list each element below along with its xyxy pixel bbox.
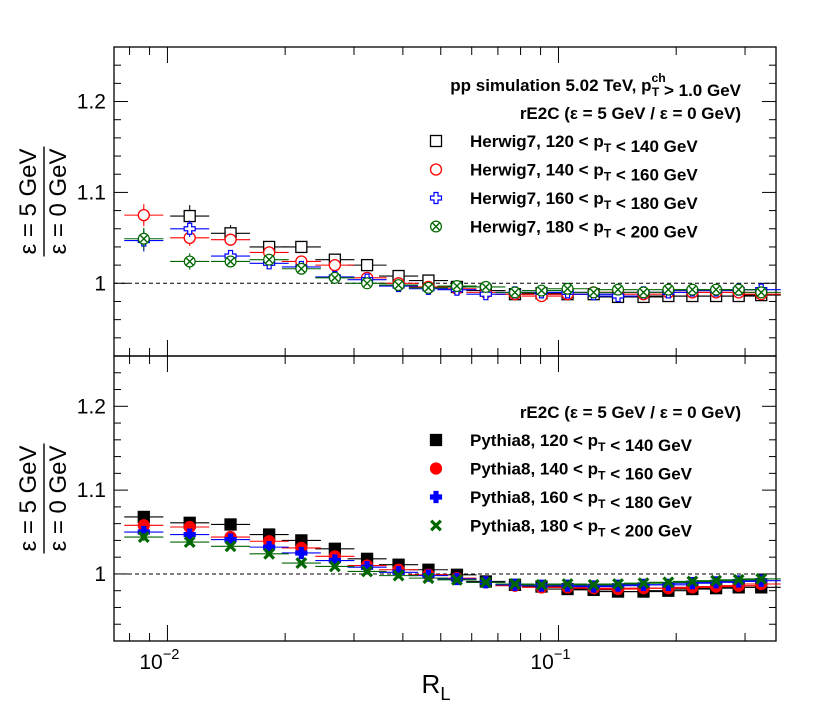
legend-marker	[429, 462, 443, 475]
data-point	[224, 540, 237, 553]
legend-label: Herwig7, 120 < pT < 140 GeV	[470, 132, 698, 156]
data-point	[183, 222, 196, 235]
data-point	[535, 284, 548, 297]
legend-header: pp simulation 5.02 TeV, pch T > 1.0 GeV	[450, 71, 741, 100]
legend-marker	[429, 134, 443, 148]
data-point	[183, 255, 196, 268]
legend-marker	[429, 191, 443, 205]
legend-marker	[429, 163, 443, 176]
y-axis-label: ε = 5 GeV ε = 0 GeV	[15, 443, 72, 554]
data-point	[183, 536, 196, 549]
data-point	[422, 281, 435, 294]
data-point	[637, 577, 650, 590]
data-point	[535, 578, 548, 591]
data-point	[361, 565, 374, 578]
y-tick-label: 1	[94, 563, 106, 586]
panel-bottom: 1 1.1 1.2 ε = 5 GeV ε = 0 GeV rE2C (ε = 5 GeV…	[15, 355, 781, 704]
data-point	[561, 282, 574, 295]
plot-frame	[113, 355, 777, 642]
x-tick-label: 10−1	[530, 647, 570, 674]
data-point	[612, 578, 624, 590]
data-point	[587, 578, 600, 591]
data-point	[450, 280, 463, 293]
data-point	[755, 286, 768, 299]
data-point	[224, 518, 237, 531]
data-point	[479, 576, 492, 589]
panel-top: 1 1.1 1.2 ε = 5 GeV ε = 0 GeV pp simulation 5…	[15, 46, 781, 357]
data-point	[328, 258, 342, 272]
legend-label: Pythia8, 160 < pT < 180 GeV	[470, 488, 693, 512]
legend-label: Herwig7, 140 < pT < 160 GeV	[470, 161, 698, 185]
y-label-denominator: ε = 0 GeV	[45, 445, 72, 551]
legend: rE2C (ε = 5 GeV / ε = 0 GeV) Pythia8, 120…	[429, 403, 741, 541]
x-tick-label: 10−2	[139, 647, 179, 674]
data-point	[710, 574, 723, 587]
data-point	[686, 283, 699, 296]
data-point	[637, 286, 650, 299]
legend: pp simulation 5.02 TeV, pch T > 1.0 GeV rE…	[429, 71, 742, 242]
legend-label: Pythia8, 120 < pT < 140 GeV	[470, 431, 693, 455]
y-tick-label: 1.1	[77, 181, 106, 204]
data-point	[392, 279, 405, 292]
legend-marker	[429, 433, 443, 447]
data-point	[686, 575, 699, 588]
data-point	[263, 253, 276, 266]
data-point	[422, 572, 435, 585]
data-point	[360, 258, 374, 272]
data-point	[662, 576, 675, 589]
data-point	[587, 286, 600, 299]
data-point	[295, 557, 308, 569]
series-4	[124, 227, 781, 299]
y-tick-label: 1.2	[77, 395, 106, 418]
data-point	[137, 232, 150, 245]
data-point	[224, 255, 237, 268]
data-point	[479, 280, 492, 293]
series-4	[124, 531, 781, 591]
y-axis-label: ε = 5 GeV ε = 0 GeV	[15, 146, 72, 257]
y-label-numerator: ε = 5 GeV	[15, 148, 42, 254]
data-point	[328, 271, 341, 284]
legend-marker	[430, 220, 443, 233]
data-point	[732, 573, 745, 586]
data-point	[451, 573, 463, 586]
legend-label: Pythia8, 180 < pT < 200 GeV	[470, 517, 693, 541]
data-point	[755, 573, 768, 585]
data-point	[508, 286, 521, 299]
data-point	[662, 283, 675, 296]
data-point	[732, 283, 745, 296]
data-point	[137, 208, 150, 222]
data-point	[710, 283, 723, 296]
legend-label: Pythia8, 140 < pT < 160 GeV	[470, 460, 693, 484]
y-tick-label: 1	[94, 272, 106, 295]
legend-marker	[430, 519, 442, 532]
legend-marker	[429, 490, 443, 504]
data-point	[263, 547, 276, 560]
data-point	[561, 578, 574, 590]
y-label-numerator: ε = 5 GeV	[15, 445, 42, 551]
data-point	[295, 262, 308, 275]
data-point	[137, 531, 150, 543]
data-point	[392, 569, 405, 582]
data-point	[328, 560, 341, 573]
legend-header: rE2C (ε = 5 GeV / ε = 0 GeV)	[520, 104, 741, 123]
data-point	[361, 277, 374, 290]
y-label-denominator: ε = 0 GeV	[45, 148, 72, 254]
x-axis-title: RL	[422, 669, 451, 704]
data-point	[224, 233, 237, 246]
data-point	[509, 578, 521, 590]
legend-label: Herwig7, 160 < pT < 180 GeV	[470, 189, 698, 213]
data-point	[612, 283, 625, 296]
legend-header: rE2C (ε = 5 GeV / ε = 0 GeV)	[520, 403, 741, 422]
y-tick-label: 1.1	[77, 479, 106, 502]
legend-label: Herwig7, 180 < pT < 200 GeV	[470, 218, 698, 242]
data-point	[183, 209, 196, 223]
data-point	[295, 546, 308, 560]
data-point	[295, 240, 308, 254]
y-tick-label: 1.2	[77, 91, 106, 114]
